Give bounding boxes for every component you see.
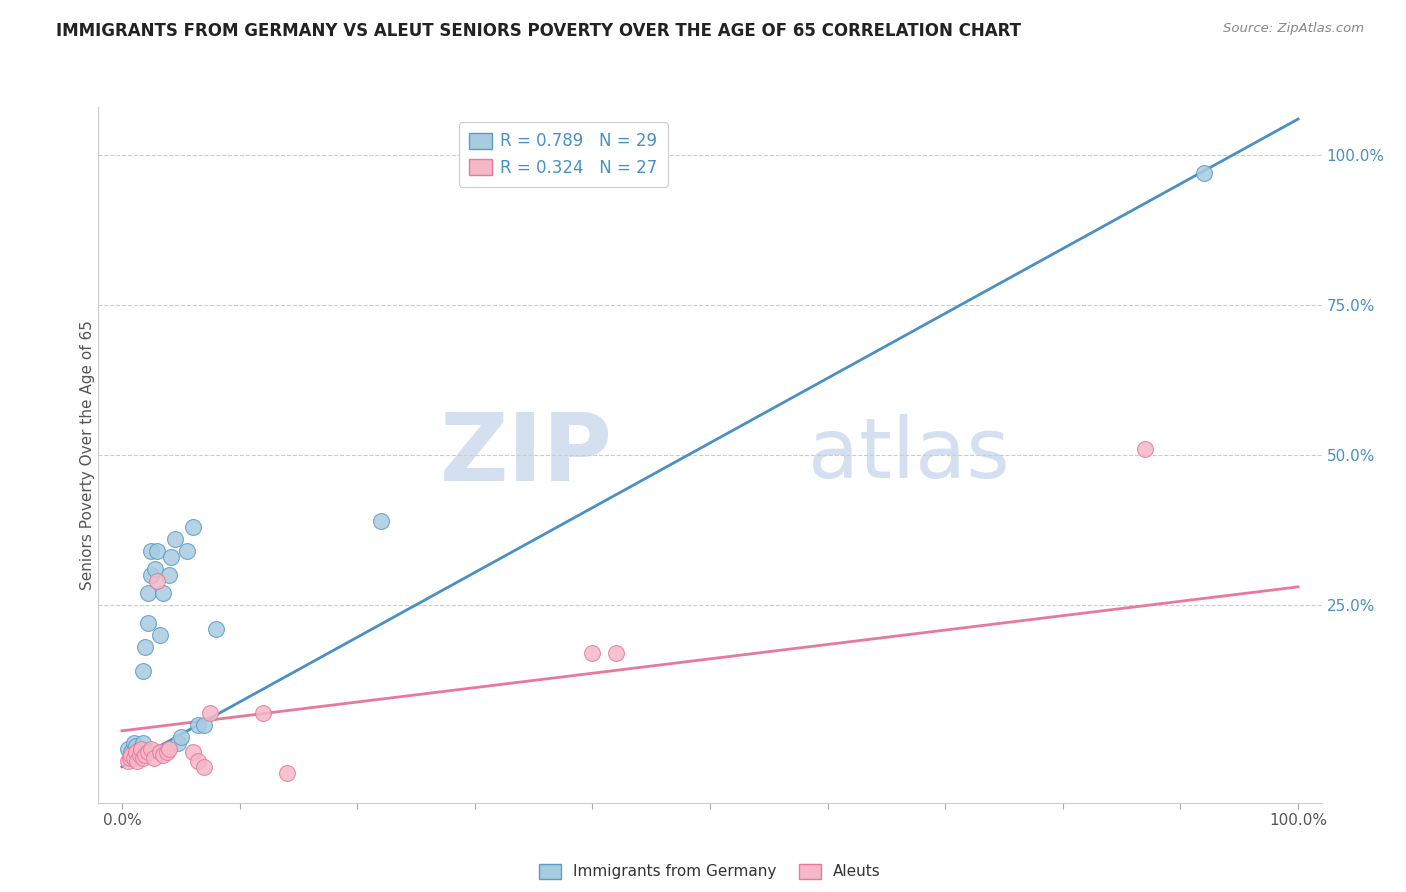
Point	[252, 706, 274, 720]
Point	[146, 544, 169, 558]
Point	[187, 754, 209, 768]
Point	[125, 739, 148, 753]
Point	[142, 751, 165, 765]
Point	[605, 646, 627, 660]
Point	[156, 745, 179, 759]
Point	[193, 760, 215, 774]
Point	[276, 765, 298, 780]
Text: IMMIGRANTS FROM GERMANY VS ALEUT SENIORS POVERTY OVER THE AGE OF 65 CORRELATION : IMMIGRANTS FROM GERMANY VS ALEUT SENIORS…	[56, 22, 1021, 40]
Point	[193, 718, 215, 732]
Point	[127, 754, 149, 768]
Point	[128, 747, 150, 762]
Point	[134, 747, 156, 762]
Point	[157, 741, 180, 756]
Point	[136, 745, 159, 759]
Point	[581, 646, 603, 660]
Point	[136, 586, 159, 600]
Point	[128, 745, 150, 759]
Point	[181, 520, 204, 534]
Point	[141, 741, 163, 756]
Point	[167, 736, 190, 750]
Point	[132, 751, 155, 765]
Point	[170, 730, 193, 744]
Legend: Immigrants from Germany, Aleuts: Immigrants from Germany, Aleuts	[533, 858, 887, 886]
Point	[136, 615, 159, 630]
Point	[132, 736, 155, 750]
Point	[176, 544, 198, 558]
Text: ZIP: ZIP	[439, 409, 612, 501]
Point	[134, 640, 156, 654]
Text: Source: ZipAtlas.com: Source: ZipAtlas.com	[1223, 22, 1364, 36]
Point	[141, 544, 163, 558]
Point	[149, 628, 172, 642]
Point	[149, 745, 172, 759]
Point	[120, 747, 142, 762]
Text: atlas: atlas	[808, 415, 1010, 495]
Y-axis label: Seniors Poverty Over the Age of 65: Seniors Poverty Over the Age of 65	[80, 320, 94, 590]
Point	[117, 741, 139, 756]
Point	[122, 751, 145, 765]
Point	[1192, 166, 1215, 180]
Point	[1135, 442, 1157, 456]
Point	[205, 622, 228, 636]
Point	[141, 567, 163, 582]
Point	[143, 562, 166, 576]
Point	[120, 751, 142, 765]
Point	[129, 741, 152, 756]
Point	[120, 745, 142, 759]
Point	[160, 549, 183, 564]
Point	[157, 567, 180, 582]
Point	[122, 736, 145, 750]
Point	[152, 586, 174, 600]
Point	[152, 747, 174, 762]
Point	[187, 718, 209, 732]
Point	[146, 574, 169, 588]
Point	[125, 745, 148, 759]
Point	[163, 532, 186, 546]
Point	[132, 664, 155, 678]
Point	[198, 706, 221, 720]
Point	[181, 745, 204, 759]
Point	[117, 754, 139, 768]
Point	[370, 514, 392, 528]
Point	[128, 741, 150, 756]
